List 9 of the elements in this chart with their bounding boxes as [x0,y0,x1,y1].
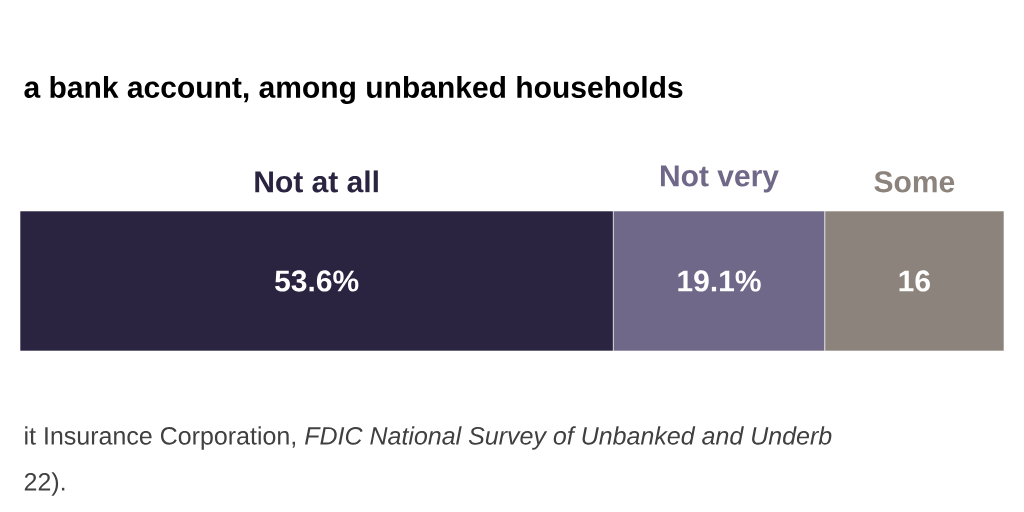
series-label: Not at all [255,170,378,193]
text: 22). [24,472,65,496]
data-label: 16 [899,270,930,292]
chart-title: a bank account, among unbanked households [24,75,683,105]
text: it Insurance Corporation, FDIC National Survey of Unbanked and Underb [25,426,832,450]
series-label: Not very [660,165,779,193]
data-label: 19.1% [678,270,761,292]
data-label: 53.6% [275,270,359,292]
series-label: Some [874,171,955,193]
